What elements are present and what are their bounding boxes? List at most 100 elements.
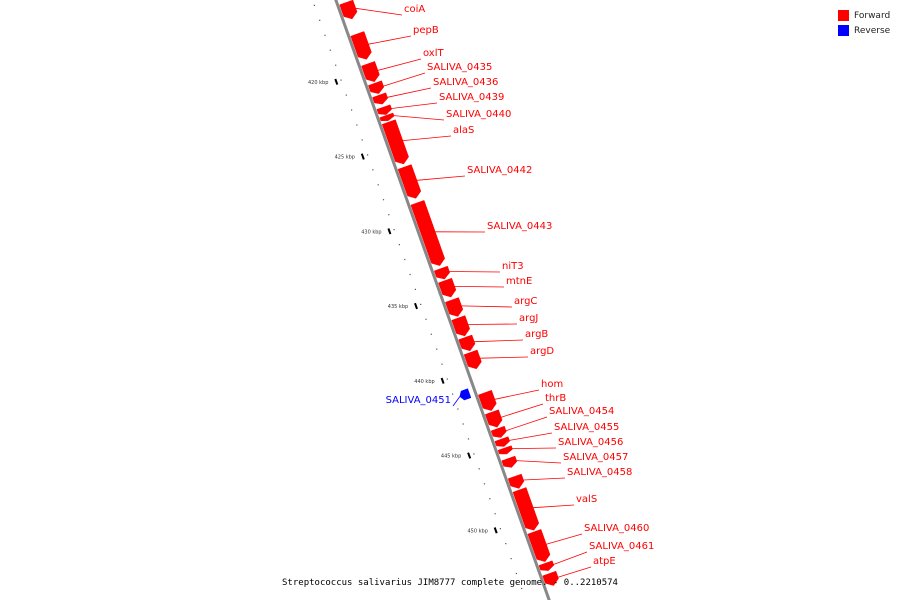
gene-SALIVA_0439[interactable]	[376, 104, 392, 115]
forward-swatch	[838, 10, 849, 21]
gene-alaS[interactable]	[381, 119, 409, 165]
minor-tick-dot	[446, 378, 448, 380]
gene-thrB[interactable]	[484, 409, 503, 428]
gene-argB[interactable]	[458, 334, 476, 352]
minor-tick-dot	[324, 34, 326, 36]
gene-features	[339, 0, 559, 586]
gene-labels: coiA pepB oxlT SALIVA_0435 SALIVA_0436 SALIVA…	[355, 4, 654, 578]
gene-valS[interactable]	[512, 487, 540, 531]
ruler-major-tick	[387, 228, 392, 235]
gene-label-SALIVA_0439[interactable]: SALIVA_0439	[439, 92, 504, 103]
ruler-major-tick	[414, 302, 418, 310]
minor-tick-dot	[462, 423, 464, 425]
gene-SALIVA_0440[interactable]	[379, 112, 395, 122]
gene-leader-line	[454, 286, 505, 288]
gene-SALIVA_0461[interactable]	[538, 560, 555, 571]
gene-argD[interactable]	[463, 349, 482, 370]
minor-tick-dot	[473, 453, 475, 455]
gene-label-argJ[interactable]: argJ	[519, 313, 538, 324]
gene-leader-line	[377, 58, 422, 71]
minor-tick-dot	[505, 543, 507, 545]
gene-atpE[interactable]	[542, 570, 559, 586]
gene-label-alaS[interactable]: alaS	[453, 125, 474, 136]
gene-leader-line	[523, 477, 566, 481]
gene-label-coiA[interactable]: coiA	[404, 4, 425, 15]
gene-leader-line	[355, 7, 403, 16]
gene-argC[interactable]	[445, 297, 464, 317]
gene-SALIVA_0455[interactable]	[494, 436, 510, 447]
gene-label-SALIVA_0440[interactable]: SALIVA_0440	[446, 109, 511, 120]
gene-label-argC[interactable]: argC	[514, 296, 537, 307]
gene-leader-line	[509, 432, 553, 441]
gene-label-SALIVA_0458[interactable]: SALIVA_0458	[567, 467, 632, 478]
gene-label-SALIVA_0454[interactable]: SALIVA_0454	[549, 406, 614, 417]
gene-hom[interactable]	[478, 389, 497, 411]
gene-label-SALIVA_0442[interactable]: SALIVA_0442	[467, 165, 532, 176]
minor-tick-dot	[340, 79, 342, 81]
minor-tick-dot	[478, 468, 480, 470]
gene-SALIVA_0436[interactable]	[372, 92, 388, 105]
minor-tick-dot	[356, 124, 358, 126]
reverse-swatch	[838, 25, 849, 36]
gene-leader-line	[546, 533, 583, 545]
minor-tick-dot	[398, 244, 400, 246]
gene-argJ[interactable]	[451, 315, 470, 337]
gene-label-hom[interactable]: hom	[541, 379, 563, 390]
gene-label-argB[interactable]: argB	[525, 329, 548, 340]
gene-leader-line	[516, 460, 562, 464]
gene-label-niT3[interactable]: niT3	[502, 261, 524, 272]
minor-tick-dot	[382, 199, 385, 201]
gene-label-SALIVA_0443[interactable]: SALIVA_0443	[487, 221, 552, 232]
gene-leader-line	[452, 396, 461, 407]
gene-label-valS[interactable]: valS	[576, 494, 597, 505]
gene-leader-line	[416, 175, 466, 181]
gene-SALIVA_0460[interactable]	[527, 529, 551, 562]
gene-label-pepB[interactable]: pepB	[413, 25, 439, 36]
ruler-major-tick	[334, 78, 339, 85]
gene-SALIVA_0442[interactable]	[397, 164, 422, 199]
gene-label-SALIVA_0461[interactable]: SALIVA_0461	[589, 541, 654, 552]
ruler-kbp-label: 450 kbp	[468, 528, 488, 534]
gene-label-oxlT[interactable]: oxlT	[423, 48, 445, 59]
gene-SALIVA_0454[interactable]	[490, 425, 507, 438]
genome-caption: Streptococcus salivarius JIM8777 complet…	[282, 578, 618, 588]
gene-leader-line	[387, 87, 432, 98]
minor-tick-dot	[377, 184, 379, 186]
gene-label-SALIVA_0455[interactable]: SALIVA_0455	[554, 422, 619, 433]
minor-tick-dot	[489, 498, 491, 500]
gene-label-SALIVA_0451[interactable]: SALIVA_0451	[386, 395, 451, 406]
gene-label-SALIVA_0436[interactable]: SALIVA_0436	[433, 77, 498, 88]
ruler-kbp-label: 435 kbp	[388, 304, 408, 310]
gene-oxlT[interactable]	[361, 61, 380, 82]
gene-leader-line	[553, 551, 588, 565]
gene-leader-line	[533, 504, 575, 509]
gene-label-thrB[interactable]: thrB	[545, 393, 566, 404]
gene-label-SALIVA_0457[interactable]: SALIVA_0457	[563, 452, 628, 463]
gene-pepB[interactable]	[350, 31, 372, 60]
gene-label-SALIVA_0456[interactable]: SALIVA_0456	[558, 437, 623, 448]
gene-label-SALIVA_0460[interactable]: SALIVA_0460	[584, 523, 649, 534]
gene-label-SALIVA_0435[interactable]: SALIVA_0435	[427, 62, 492, 73]
gene-SALIVA_0456[interactable]	[497, 445, 513, 455]
gene-label-argD[interactable]: argD	[530, 346, 554, 357]
gene-SALIVA_0451[interactable]	[459, 388, 472, 401]
ruler-kbp-label: 440 kbp	[414, 379, 434, 385]
gene-label-mtnE[interactable]: mtnE	[506, 276, 532, 287]
gene-mtnE[interactable]	[438, 277, 457, 298]
minor-tick-dot	[452, 393, 454, 395]
gene-SALIVA_0435[interactable]	[368, 80, 385, 94]
gene-SALIVA_0458[interactable]	[507, 473, 525, 489]
legend-label-reverse: Reverse	[854, 25, 891, 36]
minor-tick-dot	[499, 528, 501, 530]
minor-tick-dot	[515, 572, 517, 575]
gene-coiA[interactable]	[339, 0, 358, 20]
gene-niT3[interactable]	[433, 265, 450, 280]
gene-SALIVA_0457[interactable]	[501, 455, 518, 468]
minor-tick-dot	[467, 438, 470, 440]
gene-leader-line	[393, 115, 445, 121]
gene-SALIVA_0443[interactable]	[410, 200, 445, 266]
gene-label-atpE[interactable]: atpE	[593, 556, 616, 567]
gene-leader-line	[468, 323, 518, 325]
gene-leader-line	[461, 305, 513, 308]
